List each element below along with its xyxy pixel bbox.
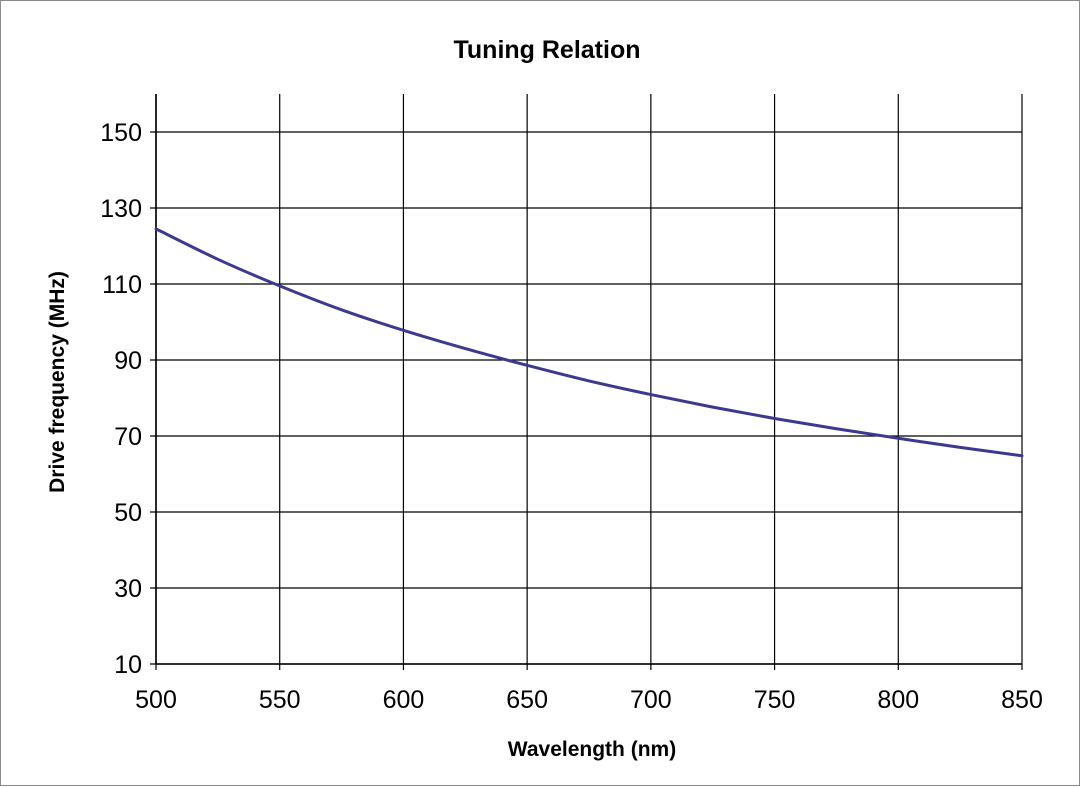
grid-lines <box>150 94 1023 670</box>
y-tick-label: 90 <box>114 347 142 375</box>
data-series <box>154 227 1024 458</box>
x-tick-label: 850 <box>1001 686 1043 714</box>
x-tick-label: 750 <box>754 686 796 714</box>
axes <box>155 94 1022 665</box>
x-tick-label: 550 <box>259 686 301 714</box>
y-tick-label: 70 <box>114 423 142 451</box>
tick-labels: 500 550 600 650 700 750 800 850 10 30 50 70 90 110 130… <box>100 119 1043 714</box>
x-tick-label: 500 <box>135 686 177 714</box>
y-tick-label: 50 <box>114 499 142 527</box>
x-tick-label: 650 <box>506 686 548 714</box>
y-tick-label: 130 <box>100 195 142 223</box>
x-tick-label: 700 <box>630 686 672 714</box>
x-tick-label: 600 <box>383 686 425 714</box>
y-tick-label: 110 <box>102 271 142 299</box>
y-axis-label: Drive frequency (MHz) <box>46 271 69 493</box>
series-line <box>154 227 1024 458</box>
y-tick-label: 150 <box>100 119 142 147</box>
y-tick-label: 30 <box>114 575 142 603</box>
x-tick-label: 800 <box>877 686 919 714</box>
y-tick-label: 10 <box>114 651 142 679</box>
x-axis-label: Wavelength (nm) <box>508 738 676 761</box>
chart-title: Tuning Relation <box>453 36 640 64</box>
